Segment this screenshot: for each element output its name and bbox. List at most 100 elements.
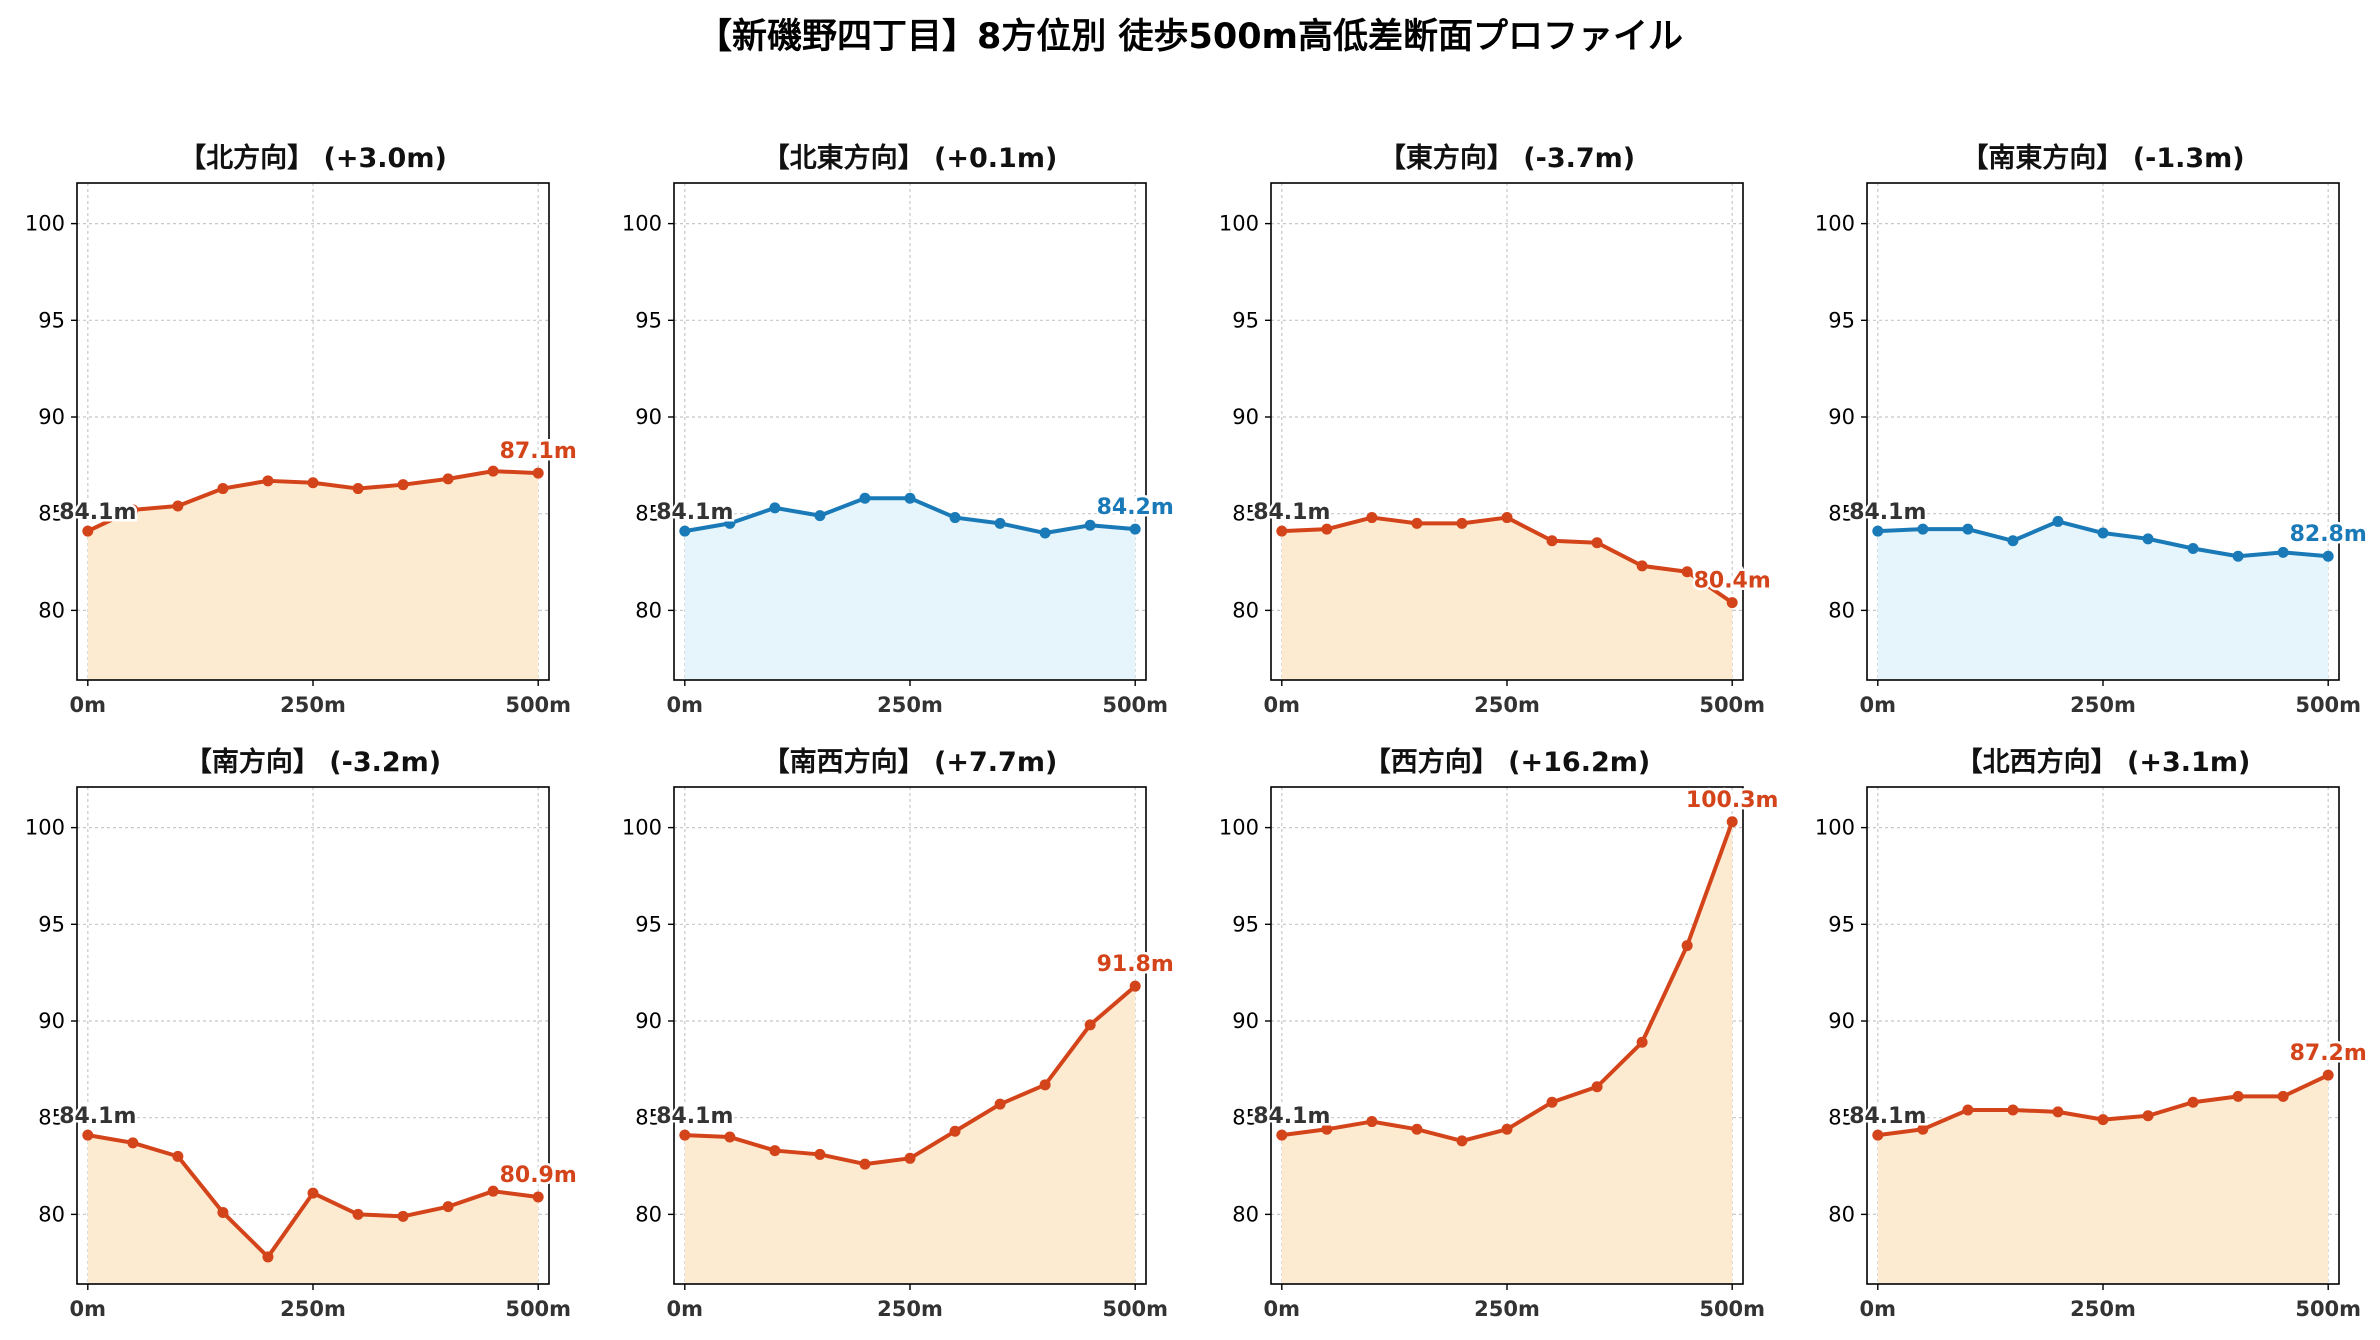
data-point: [2052, 1106, 2064, 1118]
start-value-label: 84.1m: [1253, 1104, 1330, 1129]
data-point: [2052, 515, 2064, 527]
data-point: [127, 1137, 139, 1149]
data-point: [1366, 512, 1378, 524]
data-point: [442, 473, 454, 485]
data-point: [1872, 1129, 1884, 1141]
data-point: [82, 1129, 94, 1141]
data-point: [1411, 1123, 1423, 1135]
data-point: [2142, 1110, 2154, 1122]
y-tick-label: 85: [1828, 502, 1855, 526]
y-tick-label: 95: [38, 912, 65, 936]
y-tick-label: 85: [1828, 1106, 1855, 1130]
data-point: [1501, 1123, 1513, 1135]
y-tick-label: 95: [1232, 912, 1259, 936]
data-point: [2142, 533, 2154, 545]
y-tick-label: 85: [635, 1106, 662, 1130]
y-tick-label: 95: [635, 308, 662, 332]
y-tick-label: 100: [1219, 212, 1259, 236]
y-tick-label: 90: [1232, 405, 1259, 429]
data-point: [1681, 940, 1693, 952]
data-point: [1591, 1081, 1603, 1093]
x-tick-label: 0m: [1264, 1297, 1301, 1321]
x-tick-label: 250m: [280, 1297, 346, 1321]
area-fill: [1281, 517, 1733, 680]
data-point: [397, 479, 409, 491]
start-value-label: 84.1m: [656, 500, 733, 525]
subplot-title: 【東方向】 (-3.7m): [1379, 142, 1635, 174]
data-point: [442, 1201, 454, 1213]
y-tick-label: 80: [1828, 598, 1855, 622]
y-tick-label: 100: [25, 212, 65, 236]
data-point: [1681, 566, 1693, 578]
y-tick-label: 80: [1232, 1202, 1259, 1226]
end-value-label: 91.8m: [1097, 952, 1174, 977]
y-tick-label: 100: [1815, 212, 1855, 236]
area-fill: [1877, 521, 2329, 680]
start-value-label: 84.1m: [1849, 1104, 1926, 1129]
data-point: [307, 477, 319, 489]
data-point: [2277, 546, 2289, 558]
data-point: [1546, 1096, 1558, 1108]
data-point: [1726, 597, 1738, 609]
subplot-title: 【北東方向】 (+0.1m): [763, 142, 1058, 174]
x-tick-label: 0m: [1860, 1297, 1897, 1321]
subplot-title: 【南西方向】 (+7.7m): [763, 746, 1058, 778]
y-tick-label: 95: [1828, 308, 1855, 332]
data-point: [217, 483, 229, 495]
data-point: [1872, 525, 1884, 537]
subplot-title: 【北方向】 (+3.0m): [179, 142, 447, 174]
data-point: [2097, 1114, 2109, 1126]
data-point: [1321, 1123, 1333, 1135]
data-point: [1917, 1123, 1929, 1135]
data-point: [82, 525, 94, 537]
x-tick-label: 500m: [1699, 1297, 1765, 1321]
data-point: [859, 1158, 871, 1170]
y-tick-label: 90: [38, 405, 65, 429]
data-point: [2232, 1090, 2244, 1102]
figure-title: 【新磯野四丁目】8方位別 徒歩500m高低差断面プロファイル: [696, 17, 1684, 57]
area-fill: [684, 498, 1136, 680]
data-point: [2007, 1104, 2019, 1116]
x-tick-label: 0m: [1860, 693, 1897, 717]
y-tick-label: 90: [635, 405, 662, 429]
start-value-label: 84.1m: [59, 500, 136, 525]
data-point: [679, 525, 691, 537]
data-point: [949, 1125, 961, 1137]
y-tick-label: 85: [38, 502, 65, 526]
data-point: [949, 512, 961, 524]
y-tick-label: 90: [1828, 1009, 1855, 1033]
data-point: [1917, 523, 1929, 535]
data-point: [2187, 542, 2199, 554]
data-point: [1456, 1135, 1468, 1147]
y-tick-label: 80: [1828, 1202, 1855, 1226]
data-point: [1726, 816, 1738, 828]
x-tick-label: 500m: [1102, 1297, 1168, 1321]
y-tick-label: 95: [635, 912, 662, 936]
end-value-label: 87.1m: [500, 439, 577, 464]
data-point: [307, 1187, 319, 1199]
end-value-label: 87.2m: [2290, 1041, 2367, 1066]
x-tick-label: 250m: [280, 693, 346, 717]
y-tick-label: 100: [1219, 816, 1259, 840]
data-point: [769, 502, 781, 514]
x-tick-label: 500m: [505, 1297, 571, 1321]
start-value-label: 84.1m: [59, 1104, 136, 1129]
y-tick-label: 100: [622, 212, 662, 236]
subplot-5: 【南西方向】 (+7.7m) 80 85 90 95 100 0m 250m 500m 84.1m…: [622, 746, 1176, 1321]
start-value-label: 84.1m: [656, 1104, 733, 1129]
subplot-title: 【南方向】 (-3.2m): [185, 746, 441, 778]
area-fill: [87, 1135, 539, 1284]
data-point: [859, 492, 871, 504]
data-point: [487, 1185, 499, 1197]
y-tick-label: 90: [38, 1009, 65, 1033]
x-tick-label: 0m: [1264, 693, 1301, 717]
data-point: [1411, 517, 1423, 529]
subplot-3: 【南東方向】 (-1.3m) 80 85 90 95 100 0m 250m 500m 84.1m…: [1815, 142, 2369, 717]
end-value-label: 80.9m: [500, 1163, 577, 1188]
x-tick-label: 0m: [70, 693, 107, 717]
data-point: [1039, 527, 1051, 539]
y-tick-label: 80: [38, 598, 65, 622]
x-tick-label: 500m: [1102, 693, 1168, 717]
data-point: [352, 483, 364, 495]
